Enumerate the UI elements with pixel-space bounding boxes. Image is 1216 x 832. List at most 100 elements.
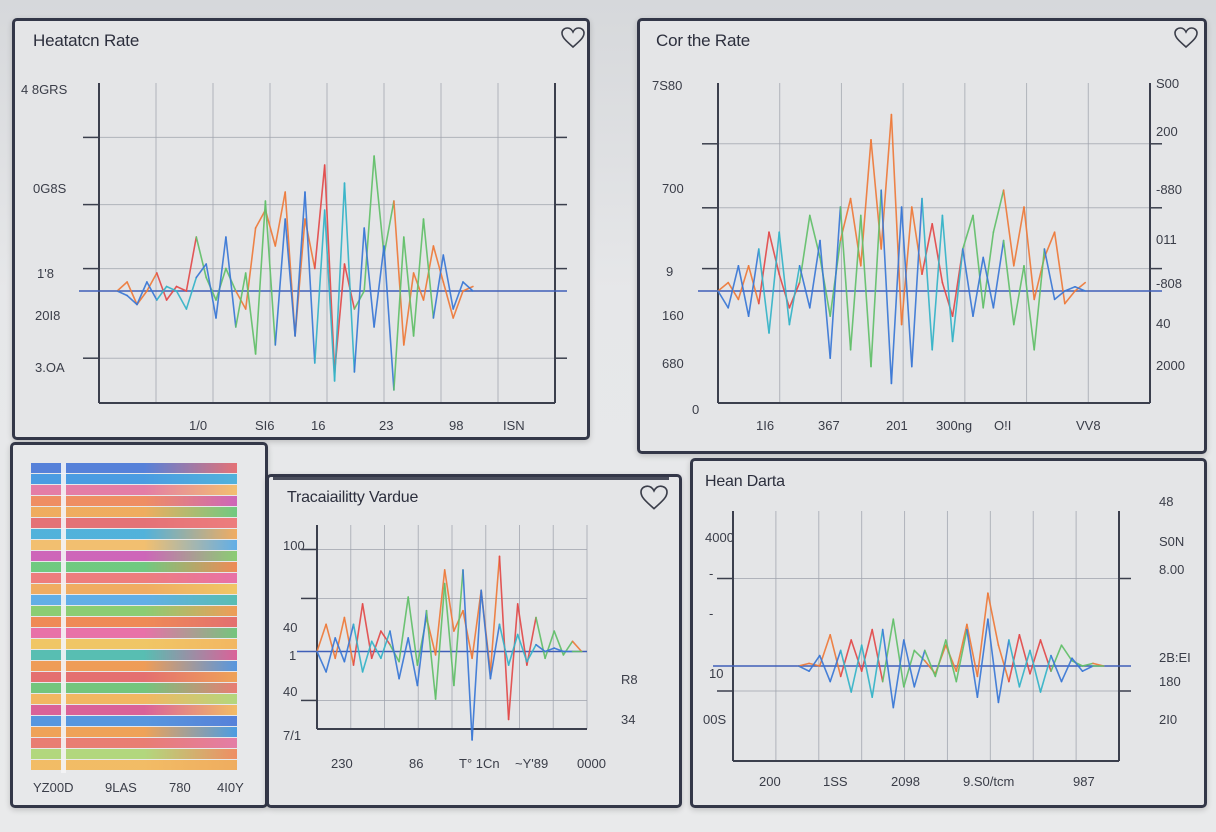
x-tick-label: 16 [311, 418, 326, 433]
series-1-segment [966, 623, 979, 678]
y-tick-label: 10 [709, 666, 724, 681]
series-2-segment [819, 239, 831, 360]
series-2-segment [425, 609, 437, 700]
series-1-segment [393, 200, 405, 346]
series-1-segment [432, 245, 445, 283]
color-stripe [31, 628, 237, 638]
series-2-segment [370, 640, 382, 660]
color-stripe [31, 617, 237, 627]
series-2-segment [432, 254, 445, 319]
y-tick-label: 1'8 [37, 266, 54, 281]
series-1-segment [462, 609, 473, 660]
series-2-segment [453, 569, 464, 687]
series-2-segment [757, 248, 770, 334]
series-2-segment [839, 649, 852, 693]
series-2-segment [913, 649, 926, 688]
color-stripe [31, 639, 237, 649]
x-tick-label: 98 [449, 418, 464, 433]
color-stripe [31, 551, 237, 561]
y-tick-label-right: 40 [1156, 316, 1171, 331]
color-stripe [31, 738, 237, 748]
series-2-segment [880, 189, 893, 385]
series-2-segment [361, 640, 373, 673]
x-tick-label: T° 1Cn [459, 756, 500, 771]
y-tick-label-right: S0N [1159, 534, 1185, 549]
series-2-segment [343, 623, 355, 663]
heart-icon[interactable] [1174, 27, 1198, 49]
series-2-segment [1060, 657, 1073, 683]
series-2-segment [972, 256, 985, 317]
series-2-segment [1008, 639, 1021, 688]
right-label: 34 [621, 712, 636, 727]
series-1-segment [146, 272, 158, 292]
x-tick-label: ~Y'89 [515, 756, 549, 771]
series-2-segment [526, 643, 537, 663]
series-1-segment [544, 630, 555, 660]
series-2-segment [516, 633, 528, 663]
series-2-segment [768, 231, 780, 334]
panel-top-bar [273, 477, 669, 480]
series-2-segment [860, 214, 872, 368]
series-1-segment [717, 281, 730, 292]
y-tick-label: 40 [283, 684, 298, 699]
series-2-segment [507, 633, 519, 666]
series-2-segment [452, 281, 464, 310]
series-2-segment [987, 618, 1000, 704]
color-stripe [31, 716, 237, 726]
series-2-segment [1012, 265, 1025, 326]
series-1-segment [195, 236, 207, 279]
color-stripe [31, 606, 237, 616]
series-2-segment [235, 272, 247, 328]
heart-icon[interactable] [561, 27, 585, 49]
color-stripe [31, 705, 237, 715]
series-1-segment [1039, 639, 1052, 672]
series-2-segment [911, 197, 923, 368]
series-1-segment [571, 640, 583, 653]
series-2-segment [829, 206, 842, 360]
series-2-segment [416, 609, 428, 687]
panel-title: Hean Darta [705, 473, 785, 490]
series-2-segment [284, 218, 296, 337]
series-1-segment [1012, 206, 1025, 267]
series-1-segment [165, 285, 178, 301]
x-tick-label: ISN [503, 418, 525, 433]
series-1-segment [955, 623, 968, 672]
color-stripe [31, 474, 237, 484]
traceability-chart [297, 525, 588, 741]
series-2-segment [1050, 654, 1063, 683]
x-tick-label: YZ00D [33, 780, 74, 795]
series-1-segment [498, 555, 510, 721]
series-1-segment [402, 272, 415, 346]
y-tick-label-right: 011 [1156, 232, 1177, 247]
series-2-segment [1033, 248, 1046, 351]
x-tick-label: 201 [886, 418, 908, 433]
series-1-segment [373, 155, 385, 256]
series-2-segment [934, 639, 947, 678]
color-stripe [31, 760, 237, 770]
series-1-segment [737, 265, 750, 301]
y-tick-label: 7/1 [283, 728, 302, 743]
series-2-segment [997, 639, 1010, 704]
series-2-segment [1081, 665, 1094, 672]
series-2-segment [890, 206, 903, 385]
series-2-segment [373, 245, 385, 328]
series-2-segment [1063, 286, 1076, 292]
color-stripe [31, 496, 237, 506]
series-1-segment [526, 616, 537, 666]
heart-icon[interactable] [639, 485, 669, 511]
series-2-segment [941, 214, 954, 343]
panel-title: Heatatcn Rate [33, 31, 140, 50]
color-stripe [31, 749, 237, 759]
y-tick-label-right: 2B:EI [1159, 650, 1191, 665]
color-stripe [31, 540, 237, 550]
series-1-segment [274, 191, 286, 247]
series-1-segment [982, 231, 995, 309]
series-2-segment [116, 290, 128, 297]
y-tick-label: 160 [662, 308, 684, 323]
series-2-segment [126, 294, 138, 306]
color-stripe [31, 584, 237, 594]
series-1-segment [829, 634, 842, 678]
series-2-segment [747, 248, 760, 317]
y-tick-label: 680 [662, 356, 684, 371]
series-1-segment [316, 623, 327, 653]
